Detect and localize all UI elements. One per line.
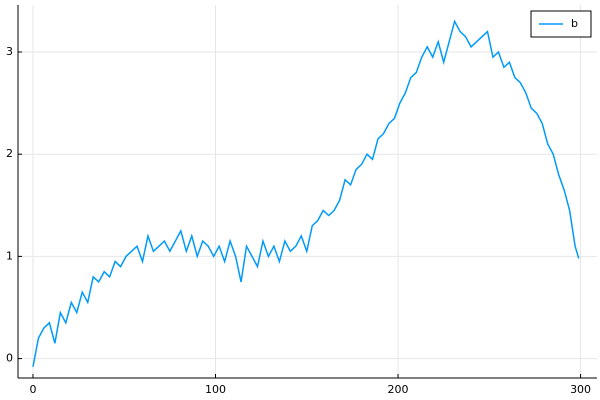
x-tick-label: 300	[570, 383, 591, 396]
x-tick-label: 200	[388, 383, 409, 396]
legend-label: b	[571, 17, 578, 30]
x-tick-label: 0	[29, 383, 36, 396]
data-line	[32, 19, 580, 367]
x-tick-label: 100	[205, 383, 226, 396]
y-tick-label: 0	[6, 352, 13, 365]
y-tick-label: 3	[6, 45, 13, 58]
y-tick-label: 1	[6, 249, 13, 262]
y-tick-label: 2	[6, 147, 13, 160]
